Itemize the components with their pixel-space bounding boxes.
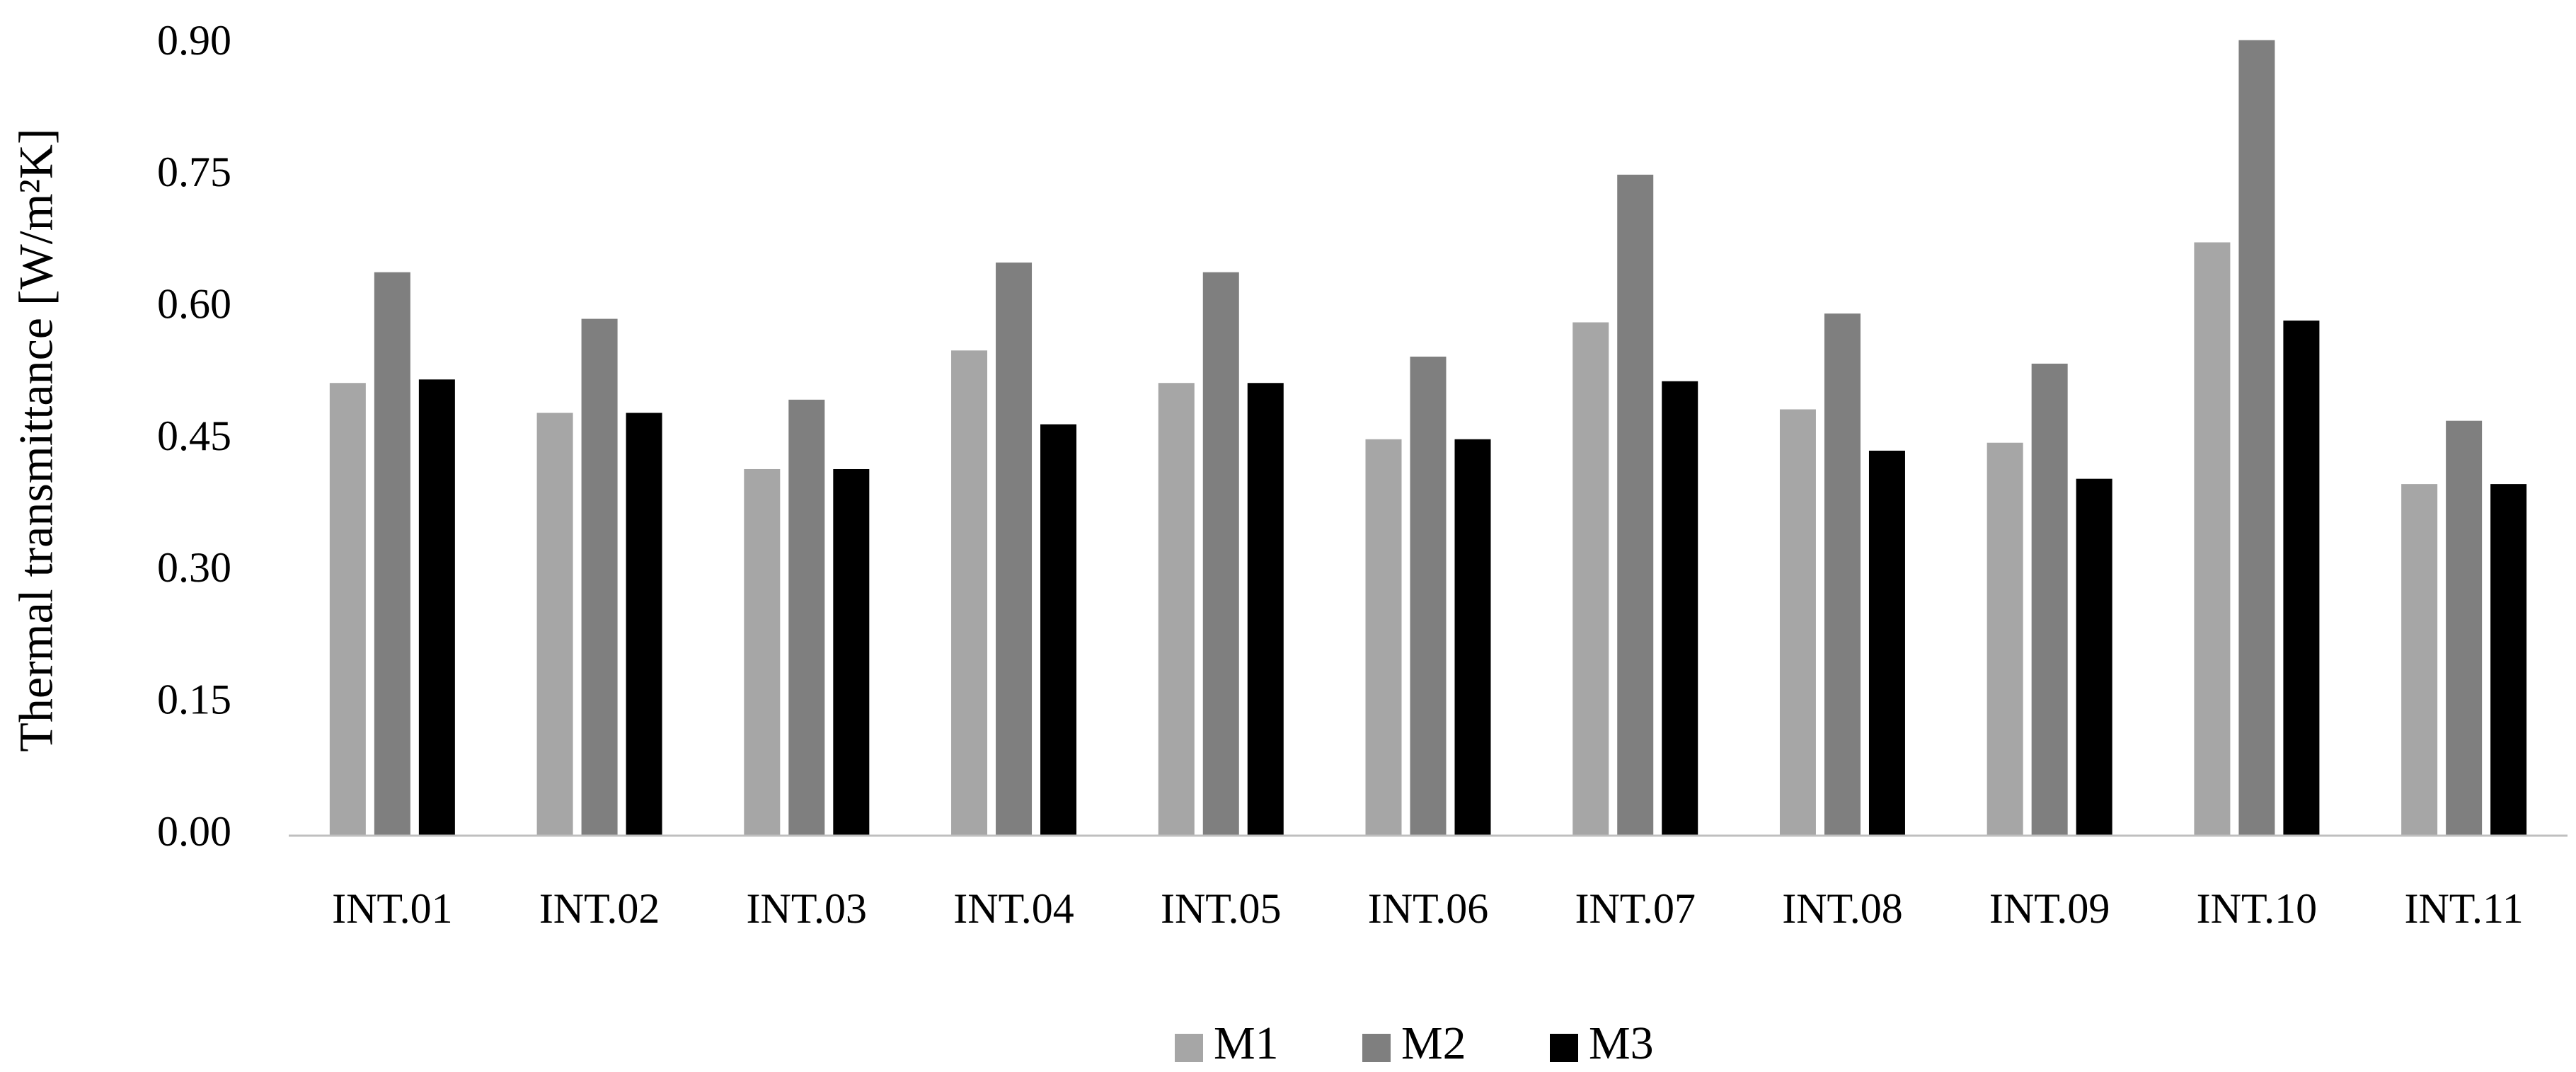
x-tick-label: INT.02 — [539, 885, 660, 932]
bar — [2194, 242, 2231, 836]
legend-label: M1 — [1214, 1018, 1279, 1069]
y-tick-label: 0.15 — [157, 676, 231, 722]
bar — [1779, 409, 1816, 836]
bar — [2031, 363, 2068, 836]
bar — [1662, 381, 1698, 836]
x-tick-label: INT.07 — [1575, 885, 1696, 932]
bar — [1040, 424, 1077, 836]
y-tick-label: 0.00 — [157, 808, 231, 855]
y-tick-label: 0.90 — [157, 17, 231, 64]
bar — [1986, 442, 2023, 836]
legend-label: M2 — [1401, 1018, 1466, 1069]
bar — [329, 383, 366, 836]
x-tick-label: INT.05 — [1161, 885, 1282, 932]
x-tick-label: INT.09 — [1989, 885, 2110, 932]
bar — [1410, 356, 1447, 836]
bar — [2238, 40, 2275, 836]
bar — [418, 379, 455, 836]
y-tick-label: 0.75 — [157, 149, 231, 195]
x-tick-label: INT.08 — [1782, 885, 1903, 932]
bar — [1202, 272, 1239, 836]
legend-swatch — [1175, 1034, 1203, 1062]
y-axis-title: Thermal transmittance [W/m²K] — [9, 128, 63, 751]
x-tick-label: INT.11 — [2404, 885, 2523, 932]
y-tick-label: 0.30 — [157, 544, 231, 591]
bar — [626, 413, 662, 836]
legend-label: M3 — [1589, 1018, 1654, 1069]
x-tick-label: INT.04 — [953, 885, 1074, 932]
x-tick-label: INT.03 — [747, 885, 868, 932]
bar — [536, 413, 573, 836]
x-tick-label: INT.06 — [1368, 885, 1489, 932]
bar — [1824, 313, 1861, 836]
y-tick-label: 0.45 — [157, 413, 231, 459]
bar — [951, 350, 988, 836]
bar — [2401, 484, 2438, 836]
legend-swatch — [1550, 1034, 1578, 1062]
bar — [1572, 322, 1609, 836]
bar — [788, 399, 825, 836]
bar — [2446, 420, 2483, 836]
bar — [2490, 484, 2527, 836]
legend-swatch — [1362, 1034, 1391, 1062]
bar — [2283, 321, 2320, 836]
bar — [996, 263, 1033, 836]
bar — [1868, 450, 1905, 836]
y-tick-label: 0.60 — [157, 280, 231, 327]
x-tick-label: INT.10 — [2197, 885, 2318, 932]
bar — [1158, 383, 1195, 836]
bar — [581, 318, 618, 836]
bar — [1247, 383, 1284, 836]
x-tick-label: INT.01 — [332, 885, 453, 932]
bar — [2076, 478, 2112, 836]
bar — [1617, 174, 1654, 836]
bar — [1454, 439, 1491, 836]
bar — [833, 468, 870, 836]
bar — [1365, 439, 1402, 836]
bar — [744, 468, 781, 836]
bar — [374, 272, 410, 836]
